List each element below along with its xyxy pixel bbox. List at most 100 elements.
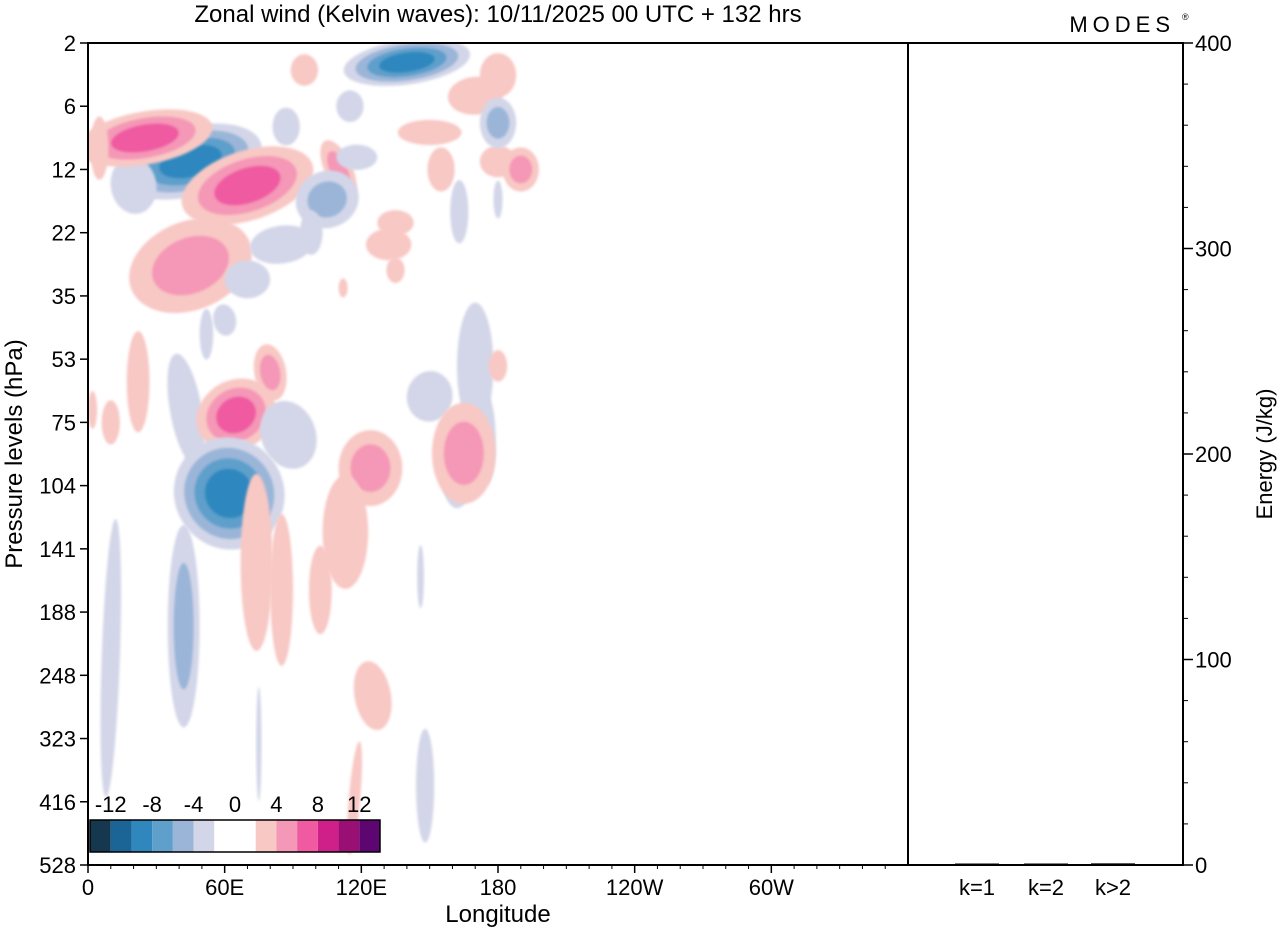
colorbar-frame (89, 819, 381, 853)
negative-wind-contour (167, 353, 205, 466)
colorbar-legend: -12 -8 -4 0 4 8 12 (89, 792, 381, 853)
y-tick-label: 141 (39, 537, 76, 562)
y-tick-label: 75 (52, 410, 76, 435)
positive-wind-contour (152, 235, 229, 296)
positive-wind-contour (126, 331, 150, 433)
negative-wind-contour (493, 180, 503, 219)
energy-tick-label: 0 (1195, 853, 1207, 878)
positive-wind-contour (88, 390, 98, 429)
positive-wind-contour (365, 228, 412, 261)
energy-category-label: k=1 (959, 875, 995, 900)
positive-wind-contour (214, 165, 281, 206)
positive-wind-contour (377, 210, 414, 236)
colorbar-swatch (317, 820, 339, 852)
colorbar-swatch (276, 820, 298, 852)
negative-wind-contour (417, 545, 424, 609)
positive-wind-contour (479, 53, 517, 98)
positive-wind-contour (111, 123, 179, 153)
energy-axis: 0 100 200 300 400 (1183, 31, 1232, 878)
y-tick-label: 35 (52, 284, 76, 309)
positive-wind-contour (427, 147, 455, 192)
y-tick-label: 53 (52, 347, 76, 372)
negative-wind-contour (249, 225, 314, 264)
positive-wind-contour (509, 155, 533, 184)
energy-tick-label: 100 (1195, 648, 1232, 673)
chart-title: Zonal wind (Kelvin waves): 10/11/2025 00… (194, 1, 801, 28)
colorbar-swatch (90, 820, 111, 852)
colorbar-label: 0 (229, 792, 241, 817)
pressure-axis: 2 6 12 22 35 53 75 104 141 188 248 323 416 528 (39, 31, 88, 878)
positive-wind-contour (338, 278, 348, 298)
colorbar-swatch (172, 820, 194, 852)
energy-bar (1024, 863, 1068, 865)
energy-axis-title: Energy (J/kg) (1252, 389, 1277, 520)
negative-wind-contour (260, 400, 317, 469)
brand-mark: ® (1182, 12, 1189, 22)
energy-bar (955, 863, 999, 865)
negative-wind-contour (336, 90, 364, 123)
positive-wind-contour (290, 54, 319, 86)
x-tick-label: 0 (82, 875, 94, 900)
x-axis-title: Longitude (445, 901, 550, 928)
y-tick-label: 416 (39, 790, 76, 815)
positive-wind-contour (270, 514, 293, 666)
energy-category-label: k=2 (1028, 875, 1064, 900)
y-tick-label: 22 (52, 221, 76, 246)
colorbar-label: 12 (347, 792, 371, 817)
positive-wind-contour (350, 444, 391, 492)
positive-wind-contour (488, 350, 508, 382)
colorbar-label: -4 (184, 792, 204, 817)
heatmap-plot-area (88, 43, 539, 855)
colorbar-swatch (338, 820, 360, 852)
positive-wind-contour (443, 421, 484, 485)
positive-wind-contour (101, 400, 120, 445)
x-tick-label: 180 (480, 875, 517, 900)
positive-wind-contour (308, 545, 332, 635)
brand-name: MODES (1069, 12, 1175, 37)
y-tick-label: 248 (39, 663, 76, 688)
negative-wind-contour (416, 728, 435, 843)
energy-bar (1091, 863, 1135, 865)
y-tick-label: 188 (39, 600, 76, 625)
energy-category-label: k>2 (1095, 875, 1131, 900)
negative-wind-contour (204, 468, 254, 519)
colorbar-swatch (235, 820, 256, 852)
x-tick-label: 120E (336, 875, 387, 900)
energy-tick-label: 400 (1195, 31, 1232, 56)
negative-wind-contour (272, 107, 300, 146)
brand-logo: MODES ® (1069, 12, 1189, 37)
positive-wind-contour (216, 396, 256, 434)
y-axis-title: Pressure levels (hPa) (1, 339, 28, 568)
energy-panel-frame (907, 42, 1184, 866)
colorbar-label: 8 (312, 792, 324, 817)
colorbar-swatch (131, 820, 153, 852)
negative-wind-contour (110, 157, 157, 214)
energy-tick-label: 300 (1195, 237, 1232, 262)
positive-wind-contour (353, 661, 392, 731)
negative-wind-contour (379, 52, 435, 73)
negative-wind-contour (450, 180, 469, 244)
y-tick-label: 104 (39, 474, 76, 499)
y-tick-label: 323 (39, 727, 76, 752)
energy-bars: k=1 k=2 k>2 (955, 863, 1135, 900)
colorbar-label: -12 (95, 792, 127, 817)
negative-wind-contour (307, 181, 347, 218)
longitude-axis: 0 60E 120E 180 120W 60W (82, 865, 886, 900)
y-tick-label: 12 (52, 157, 76, 182)
colorbar-swatch (255, 820, 277, 852)
colorbar-label: 4 (270, 792, 282, 817)
colorbar-swatch (297, 820, 318, 852)
x-tick-label: 60E (205, 875, 244, 900)
y-tick-label: 528 (39, 853, 76, 878)
negative-wind-contour (224, 260, 271, 299)
negative-wind-contour (406, 371, 453, 422)
negative-wind-contour (299, 210, 323, 255)
negative-wind-contour (100, 519, 122, 798)
positive-wind-contour (322, 475, 369, 589)
positive-wind-contour (397, 119, 462, 146)
positive-wind-contour (259, 354, 281, 391)
x-tick-label: 120W (606, 875, 664, 900)
positive-wind-contour (90, 116, 109, 180)
energy-tick-label: 200 (1195, 442, 1232, 467)
